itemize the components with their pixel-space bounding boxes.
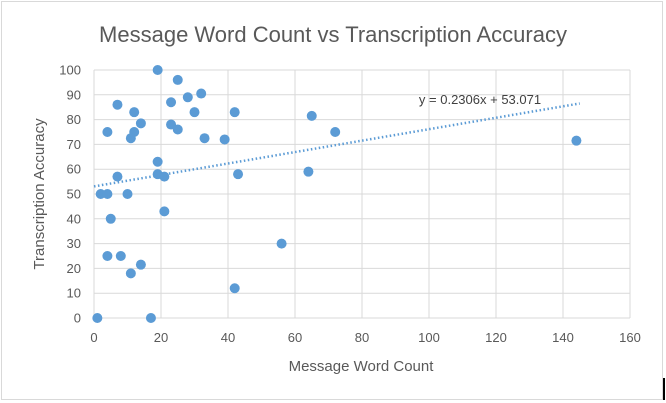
data-point — [233, 169, 244, 180]
x-tick-label: 140 — [552, 330, 574, 345]
x-tick-label: 160 — [619, 330, 641, 345]
data-point — [571, 135, 582, 146]
y-tick-label: 100 — [59, 63, 81, 78]
data-point — [102, 189, 113, 199]
data-point — [125, 268, 136, 279]
data-point — [152, 65, 163, 75]
data-point — [199, 133, 210, 144]
y-tick-label: 0 — [74, 311, 81, 326]
y-tick-label: 10 — [67, 286, 81, 301]
x-tick-label: 100 — [418, 330, 440, 345]
data-point — [159, 171, 170, 182]
data-point — [172, 124, 183, 135]
x-tick-label: 0 — [90, 330, 97, 345]
data-point — [306, 110, 317, 121]
data-points — [92, 65, 582, 323]
data-point — [105, 213, 116, 224]
x-tick-label: 120 — [485, 330, 507, 345]
data-point — [276, 238, 287, 249]
chart-title: Message Word Count vs Transcription Accu… — [99, 22, 567, 47]
y-axis-title: Transcription Accuracy — [31, 118, 48, 270]
data-point — [303, 166, 314, 177]
data-point — [112, 171, 123, 182]
y-tick-label: 40 — [67, 211, 81, 226]
x-tick-label: 40 — [221, 330, 235, 345]
y-tick-label: 20 — [67, 261, 81, 276]
data-point — [152, 156, 163, 167]
data-point — [145, 313, 156, 323]
y-tick-label: 80 — [67, 112, 81, 127]
data-point — [112, 99, 123, 110]
y-tick-label: 90 — [67, 87, 81, 102]
data-point — [172, 74, 183, 85]
data-point — [196, 88, 207, 99]
data-point — [135, 118, 146, 129]
tick-labels: 0 10 20 30 40 50 60 70 80 90 100 0 20 40 60 80 100 120 140… — [59, 63, 641, 346]
data-point — [115, 251, 126, 261]
data-point — [166, 97, 177, 108]
x-tick-label: 20 — [154, 330, 168, 345]
edge-marker — [663, 378, 665, 400]
data-point — [229, 107, 240, 118]
data-point — [129, 107, 140, 118]
x-tick-label: 80 — [355, 330, 369, 345]
data-point — [102, 251, 113, 261]
gridlines — [93, 69, 631, 319]
data-point — [159, 206, 170, 217]
data-point — [330, 127, 341, 137]
y-tick-label: 30 — [67, 236, 81, 251]
data-point — [189, 107, 200, 118]
x-tick-label: 60 — [288, 330, 302, 345]
data-point — [182, 92, 193, 103]
trendline-equation: y = 0.2306x + 53.071 — [419, 92, 541, 107]
data-point — [125, 133, 136, 144]
data-point — [122, 189, 133, 199]
y-tick-label: 70 — [67, 137, 81, 152]
x-axis-title: Message Word Count — [289, 358, 435, 375]
data-point — [92, 313, 103, 323]
y-tick-label: 60 — [67, 162, 81, 177]
data-point — [229, 283, 240, 294]
data-point — [135, 259, 146, 270]
data-point — [102, 127, 113, 137]
y-tick-label: 50 — [67, 187, 81, 202]
data-point — [219, 134, 230, 145]
